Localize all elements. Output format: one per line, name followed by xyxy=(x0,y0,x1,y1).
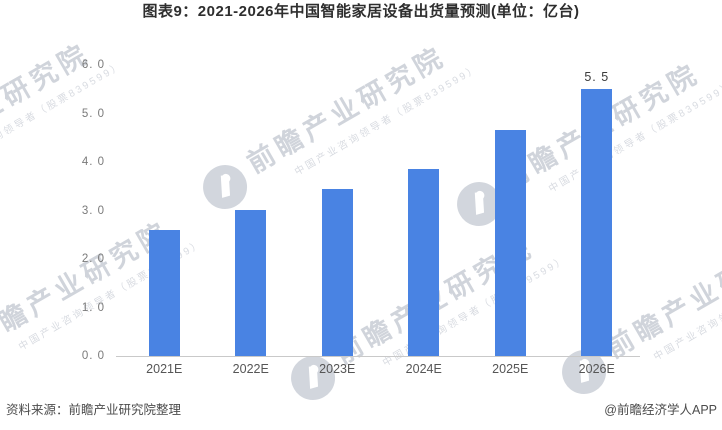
y-axis-labels: 6. 0 5. 0 4. 0 3. 0 2. 0 1. 0 0. 0 xyxy=(50,59,105,362)
plot-area: 5. 5 xyxy=(121,65,640,356)
x-tick-label-2024E: 2024E xyxy=(405,362,442,376)
credit-note: @前瞻经济学人APP xyxy=(604,403,717,417)
x-tick-label-2023E: 2023E xyxy=(319,362,356,376)
x-tick-label-2025E: 2025E xyxy=(492,362,529,376)
chart-title: 图表9：2021-2026年中国智能家居设备出货量预测(单位：亿台) xyxy=(142,3,580,20)
x-tick-label-2022E: 2022E xyxy=(232,362,269,376)
bar-2026E xyxy=(581,89,613,356)
y-tick-label: 6. 0 xyxy=(81,59,105,71)
source-note: 资料来源：前瞻产业研究院整理 xyxy=(6,403,182,417)
x-axis-labels: 2021E 2022E 2023E 2024E 2025E 2026E xyxy=(121,362,640,378)
bar-2025E xyxy=(494,130,526,356)
y-tick-label: 5. 0 xyxy=(81,107,105,120)
x-tick-label-2026E: 2026E xyxy=(578,362,615,376)
y-tick-label: 1. 0 xyxy=(81,301,105,314)
y-tick-label: 4. 0 xyxy=(81,156,105,168)
bar-2022E xyxy=(235,210,267,356)
watermark-text-small: 中国产业咨询领导者（股票839599） xyxy=(651,247,722,363)
y-tick-label: 2. 0 xyxy=(81,253,105,265)
bar-value-label-2026E: 5. 5 xyxy=(584,70,610,84)
bar-2023E xyxy=(321,189,353,356)
bar-2021E xyxy=(148,230,180,356)
y-tick-label: 0. 0 xyxy=(81,350,105,362)
bar-2024E xyxy=(408,169,440,356)
y-tick-label: 3. 0 xyxy=(81,204,105,217)
x-tick-label-2021E: 2021E xyxy=(146,362,183,376)
x-axis-line xyxy=(116,356,640,357)
